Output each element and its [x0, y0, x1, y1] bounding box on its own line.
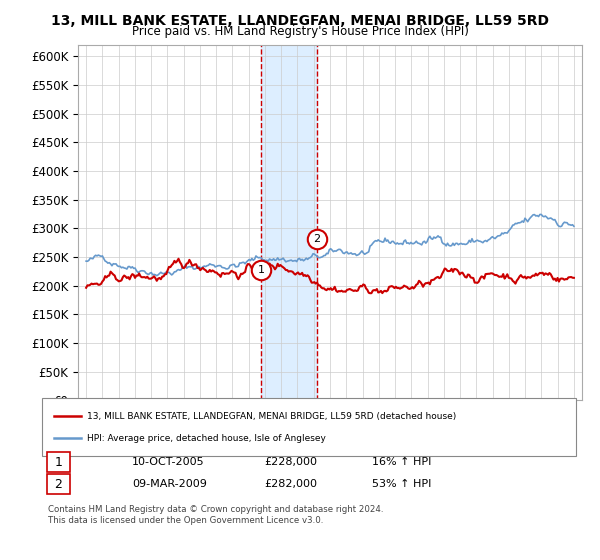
Text: 10-OCT-2005: 10-OCT-2005 — [132, 457, 205, 467]
Text: 2: 2 — [55, 478, 62, 491]
Text: £228,000: £228,000 — [264, 457, 317, 467]
Bar — [262, 45, 317, 400]
Text: Contains HM Land Registry data © Crown copyright and database right 2024.
This d: Contains HM Land Registry data © Crown c… — [48, 505, 383, 525]
Text: 16% ↑ HPI: 16% ↑ HPI — [372, 457, 431, 467]
Text: 09-MAR-2009: 09-MAR-2009 — [132, 479, 207, 489]
Text: Price paid vs. HM Land Registry's House Price Index (HPI): Price paid vs. HM Land Registry's House … — [131, 25, 469, 38]
Text: 53% ↑ HPI: 53% ↑ HPI — [372, 479, 431, 489]
Text: 13, MILL BANK ESTATE, LLANDEGFAN, MENAI BRIDGE, LL59 5RD: 13, MILL BANK ESTATE, LLANDEGFAN, MENAI … — [51, 14, 549, 28]
Text: 1: 1 — [258, 265, 265, 274]
Text: HPI: Average price, detached house, Isle of Anglesey: HPI: Average price, detached house, Isle… — [87, 434, 326, 443]
Text: 2: 2 — [313, 234, 320, 244]
Text: 13, MILL BANK ESTATE, LLANDEGFAN, MENAI BRIDGE, LL59 5RD (detached house): 13, MILL BANK ESTATE, LLANDEGFAN, MENAI … — [87, 412, 456, 421]
Text: £282,000: £282,000 — [264, 479, 317, 489]
Text: 1: 1 — [55, 455, 62, 469]
